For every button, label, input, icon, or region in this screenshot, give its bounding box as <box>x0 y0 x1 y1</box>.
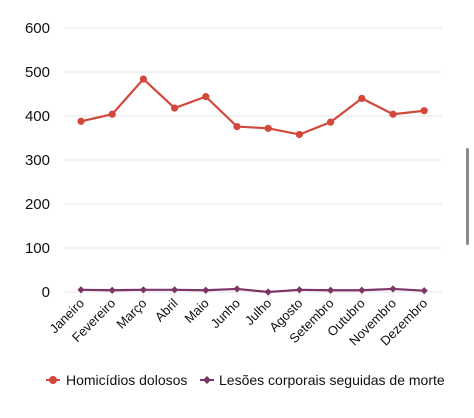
series-2 <box>77 285 428 296</box>
series-line <box>80 287 425 294</box>
data-point <box>358 94 366 102</box>
data-point <box>327 286 335 294</box>
y-tick-label: 100 <box>25 240 50 257</box>
data-point <box>108 110 116 118</box>
data-point <box>264 124 272 132</box>
y-tick-label: 0 <box>42 284 50 301</box>
data-point <box>389 110 397 118</box>
legend-item-1[interactable]: Homicídios dolosos <box>46 372 187 388</box>
y-tick-label: 600 <box>25 20 50 37</box>
data-point <box>77 117 85 125</box>
data-point <box>420 287 428 295</box>
y-tick-label: 500 <box>25 64 50 81</box>
data-point <box>389 285 397 293</box>
data-point <box>202 286 210 294</box>
data-point <box>295 286 303 294</box>
data-point <box>264 288 272 296</box>
legend-marker <box>49 376 57 384</box>
y-tick-label: 200 <box>25 196 50 213</box>
vertical-scrollbar[interactable] <box>466 148 469 245</box>
y-tick-label: 400 <box>25 108 50 125</box>
x-tick-label: Abril <box>152 295 181 324</box>
y-axis-tick-labels: 0 100 200 300 400 500 600 <box>25 20 50 301</box>
data-point <box>139 75 147 83</box>
data-point <box>77 286 85 294</box>
legend-label: Lesões corporais seguidas de morte <box>219 372 445 388</box>
data-point <box>233 122 241 131</box>
data-point <box>295 130 303 139</box>
data-point <box>171 104 179 112</box>
legend-item-2[interactable]: Lesões corporais seguidas de morte <box>200 372 445 388</box>
x-tick-label: Março <box>113 296 149 332</box>
data-point <box>358 286 366 294</box>
legend-label: Homicídios dolosos <box>66 372 187 388</box>
y-tick-label: 300 <box>25 152 50 169</box>
data-point <box>202 93 210 101</box>
grid-lines <box>64 27 442 293</box>
data-point <box>420 107 428 115</box>
legend-marker <box>203 376 211 384</box>
series-1 <box>77 75 428 139</box>
data-point <box>327 118 335 126</box>
series-line <box>80 77 425 136</box>
data-point <box>233 285 241 293</box>
data-point <box>139 286 147 294</box>
data-point <box>171 286 179 294</box>
data-point <box>108 286 116 294</box>
x-tick-label: Junho <box>207 296 243 332</box>
series-lines <box>77 75 428 296</box>
legend: Homicídios dolosos Lesões corporais segui… <box>46 372 445 388</box>
